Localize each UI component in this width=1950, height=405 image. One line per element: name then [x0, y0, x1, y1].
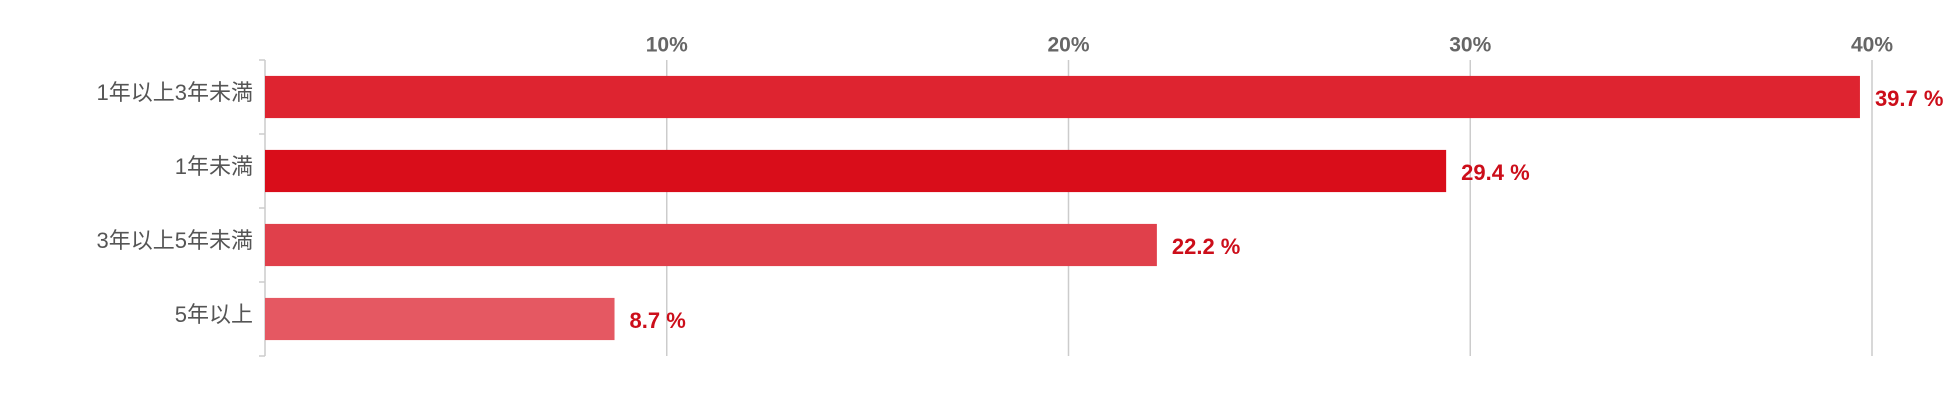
x-tick-label: 40%: [1851, 34, 1893, 57]
x-tick-label: 10%: [646, 34, 688, 57]
value-label: 8.7 %: [630, 308, 686, 333]
bar: [265, 149, 1447, 193]
value-label: 29.4 %: [1461, 160, 1530, 185]
x-tick-label: 30%: [1449, 34, 1491, 57]
bar: [265, 75, 1860, 119]
bar: [265, 297, 615, 341]
bar: [265, 223, 1157, 267]
y-tick-label: 3年以上5年未満: [97, 228, 253, 253]
y-tick-label: 1年以上3年未満: [97, 80, 253, 105]
y-tick-label: 5年以上: [175, 302, 253, 327]
x-tick-label: 20%: [1047, 34, 1089, 57]
value-label: 22.2 %: [1172, 234, 1241, 259]
value-label: 39.7 %: [1875, 86, 1944, 111]
y-tick-label: 1年未満: [175, 154, 253, 179]
